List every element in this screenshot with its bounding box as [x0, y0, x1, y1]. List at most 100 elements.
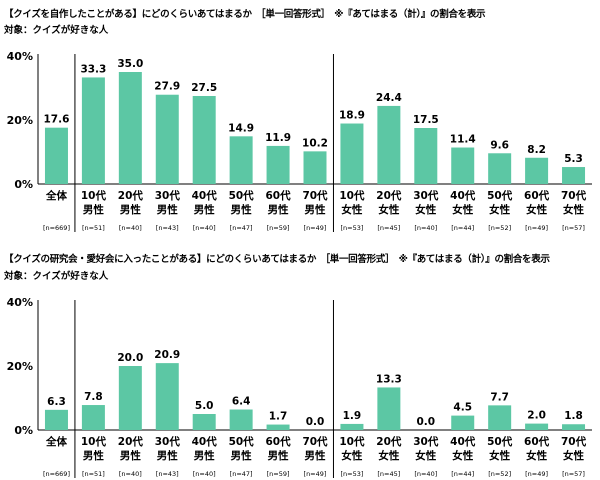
category-label: 60代: [524, 189, 550, 202]
category-label: 女性: [489, 449, 510, 462]
bar: [44, 409, 68, 430]
bar: [451, 147, 475, 184]
data-label: 0.0: [306, 416, 325, 428]
data-label: 20.9: [154, 349, 180, 361]
bar: [118, 72, 142, 184]
bar: [155, 94, 179, 184]
category-label: 40代: [450, 435, 476, 448]
bar: [488, 405, 512, 430]
category-label: 男性: [194, 203, 215, 216]
category-label: 女性: [378, 203, 399, 216]
category-label: 20代: [118, 189, 144, 202]
bar: [81, 77, 105, 184]
category-label: 男性: [194, 449, 215, 462]
y-tick-label: 0%: [14, 424, 33, 437]
category-label: 男性: [120, 449, 141, 462]
category-label: 60代: [266, 189, 292, 202]
bar: [44, 127, 68, 184]
category-label: 男性: [83, 203, 104, 216]
sample-size-label: [n=40]: [414, 224, 437, 232]
bar: [192, 414, 216, 430]
data-label: 8.2: [527, 144, 546, 156]
chart1-title: 【クイズを自作したことがある】にどのくらいあてはまるか ［単一回答形式］ ※『あ…: [4, 9, 486, 20]
category-label: 男性: [231, 203, 252, 216]
data-label: 10.2: [302, 137, 328, 149]
data-label: 5.3: [564, 153, 583, 165]
sample-size-label: [n=49]: [304, 470, 327, 478]
data-label: 27.5: [191, 82, 217, 94]
category-label: 女性: [415, 449, 436, 462]
data-label: 13.3: [376, 373, 402, 385]
category-label: 女性: [415, 203, 436, 216]
category-label: 20代: [376, 435, 402, 448]
sample-size-label: [n=51]: [82, 470, 105, 478]
bar: [192, 96, 216, 184]
data-label: 1.9: [343, 410, 362, 422]
category-label: 男性: [231, 449, 252, 462]
data-label: 1.8: [564, 410, 583, 422]
category-label: 50代: [487, 435, 513, 448]
category-label: 10代: [339, 189, 365, 202]
bar: [229, 409, 253, 430]
sample-size-label: [n=44]: [451, 224, 474, 232]
sample-size-label: [n=57]: [562, 470, 585, 478]
data-label: 2.0: [527, 410, 546, 422]
bar: [266, 145, 290, 184]
category-label: 全体: [45, 435, 67, 448]
bar: [377, 387, 401, 430]
sample-size-label: [n=59]: [267, 224, 290, 232]
sample-size-label: [n=47]: [230, 470, 253, 478]
sample-size-label: [n=40]: [193, 224, 216, 232]
sample-size-label: [n=40]: [119, 470, 142, 478]
category-label: 10代: [81, 189, 107, 202]
category-label: 70代: [302, 189, 328, 202]
y-tick-label: 40%: [7, 296, 33, 309]
sample-size-label: [n=57]: [562, 224, 585, 232]
data-label: 33.3: [80, 63, 106, 75]
category-label: 女性: [341, 203, 362, 216]
sample-size-label: [n=49]: [525, 470, 548, 478]
data-label: 0.0: [416, 416, 435, 428]
category-label: 男性: [157, 203, 178, 216]
category-label: 70代: [561, 189, 587, 202]
sample-size-label: [n=43]: [156, 470, 179, 478]
chart1-subtitle: 対象：クイズが好きな人: [4, 25, 109, 36]
category-label: 男性: [305, 203, 326, 216]
bar: [81, 405, 105, 430]
data-label: 24.4: [376, 92, 402, 104]
category-label: 50代: [229, 435, 255, 448]
category-label: 50代: [487, 189, 513, 202]
data-label: 1.7: [269, 411, 288, 423]
bar: [118, 366, 142, 430]
category-label: 40代: [192, 189, 218, 202]
data-label: 6.3: [47, 396, 66, 408]
bar: [488, 153, 512, 184]
chart2-subtitle: 対象：クイズが好きな人: [4, 271, 109, 282]
data-label: 35.0: [117, 58, 143, 70]
sample-size-label: [n=45]: [377, 224, 400, 232]
category-label: 30代: [413, 435, 439, 448]
bar: [525, 423, 549, 430]
bar: [414, 128, 438, 184]
category-label: 女性: [489, 203, 510, 216]
y-tick-label: 40%: [7, 50, 33, 63]
sample-size-label: [n=45]: [377, 470, 400, 478]
category-label: 男性: [120, 203, 141, 216]
category-label: 男性: [268, 203, 289, 216]
data-label: 7.8: [84, 391, 103, 403]
data-label: 17.5: [413, 114, 439, 126]
data-label: 17.6: [44, 114, 70, 126]
category-label: 男性: [305, 449, 326, 462]
bar: [562, 167, 586, 184]
data-label: 5.0: [195, 400, 214, 412]
category-label: 女性: [341, 449, 362, 462]
category-label: 20代: [376, 189, 402, 202]
category-label: 70代: [561, 435, 587, 448]
bar: [451, 415, 475, 430]
category-label: 60代: [524, 435, 550, 448]
bar: [266, 424, 290, 430]
data-label: 11.4: [450, 134, 476, 146]
data-label: 27.9: [154, 81, 180, 93]
